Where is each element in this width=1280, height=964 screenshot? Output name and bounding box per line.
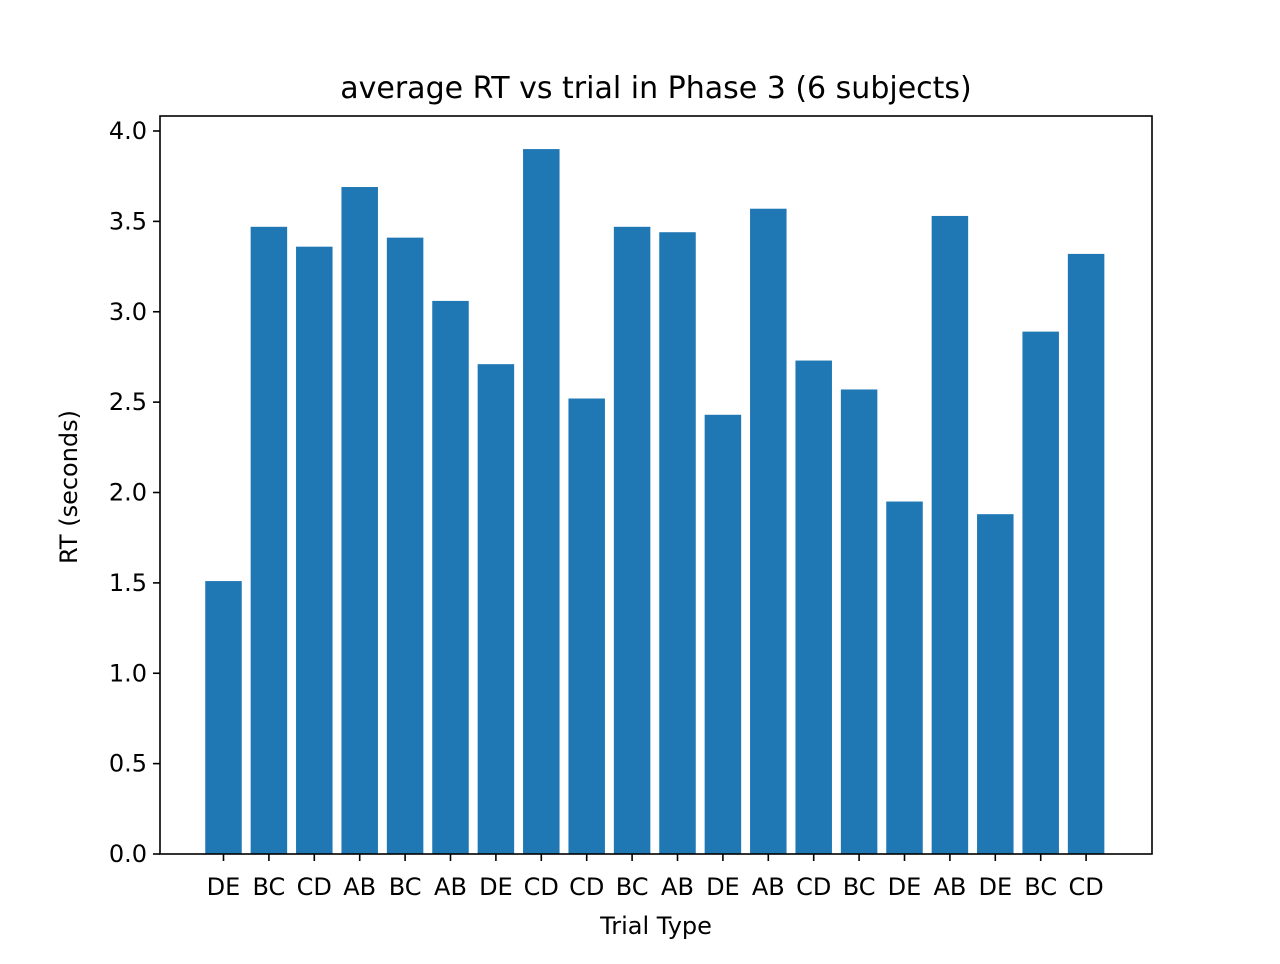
x-tick-label: AB bbox=[933, 873, 966, 901]
x-tick-label: DE bbox=[706, 873, 740, 901]
bar-14-cd bbox=[795, 360, 832, 854]
x-tick-label: DE bbox=[888, 873, 922, 901]
bar-3-cd bbox=[296, 246, 333, 854]
y-tick-label: 1.5 bbox=[109, 569, 147, 597]
y-tick-label: 0.5 bbox=[109, 750, 147, 778]
plot-area bbox=[205, 149, 1105, 855]
bar-2-bc bbox=[250, 226, 288, 855]
bar-18-de bbox=[977, 514, 1014, 854]
x-tick-label: BC bbox=[616, 873, 649, 901]
y-tick-label: 0.0 bbox=[109, 840, 147, 868]
bar-10-bc bbox=[613, 226, 651, 855]
x-axis-label: Trial Type bbox=[599, 912, 712, 940]
x-tick-label: DE bbox=[479, 873, 513, 901]
x-tick-label: CD bbox=[569, 873, 604, 901]
bar-13-ab bbox=[750, 208, 787, 855]
x-tick-label: AB bbox=[661, 873, 694, 901]
bar-17-ab bbox=[931, 215, 969, 854]
x-tick-label: BC bbox=[1024, 873, 1057, 901]
x-tick-label: CD bbox=[796, 873, 831, 901]
x-axis: DE BC CD AB BC AB DE CD CD BC AB DE AB CD BC DE AB DE BC CD bbox=[207, 854, 1104, 901]
x-tick-label: CD bbox=[524, 873, 559, 901]
y-tick-label: 1.0 bbox=[109, 659, 147, 687]
x-tick-label: AB bbox=[434, 873, 467, 901]
y-tick-label: 2.0 bbox=[109, 479, 147, 507]
x-tick-label: BC bbox=[252, 873, 285, 901]
y-tick-label: 2.5 bbox=[109, 388, 147, 416]
y-tick-label: 3.0 bbox=[109, 298, 147, 326]
x-tick-label: AB bbox=[752, 873, 785, 901]
chart-title: average RT vs trial in Phase 3 (6 subjec… bbox=[340, 71, 972, 106]
bar-8-cd bbox=[523, 149, 560, 854]
bar-11-ab bbox=[659, 232, 696, 855]
y-axis-label: RT (seconds) bbox=[55, 410, 83, 564]
bar-9-cd bbox=[568, 398, 605, 854]
x-tick-label: BC bbox=[843, 873, 876, 901]
y-tick-label: 3.5 bbox=[109, 207, 147, 235]
bar-20-cd bbox=[1067, 253, 1105, 854]
bar-7-de bbox=[477, 364, 515, 854]
x-tick-label: CD bbox=[1068, 873, 1103, 901]
bar-15-bc bbox=[840, 389, 878, 854]
bar-16-de bbox=[886, 501, 923, 854]
bar-1-de bbox=[205, 581, 242, 854]
bar-19-bc bbox=[1022, 331, 1059, 854]
y-axis: 0.0 0.5 1.0 1.5 2.0 2.5 3.0 3.5 4.0 bbox=[109, 117, 160, 868]
bar-4-ab bbox=[341, 187, 378, 854]
x-tick-label: CD bbox=[297, 873, 332, 901]
y-tick-label: 4.0 bbox=[109, 117, 147, 145]
x-tick-label: DE bbox=[978, 873, 1012, 901]
x-tick-label: DE bbox=[207, 873, 241, 901]
x-tick-label: BC bbox=[389, 873, 422, 901]
bar-6-ab bbox=[432, 300, 469, 854]
bar-5-bc bbox=[386, 237, 424, 854]
x-tick-label: AB bbox=[343, 873, 376, 901]
bar-12-de bbox=[704, 414, 742, 854]
axes-frame bbox=[159, 115, 1153, 855]
